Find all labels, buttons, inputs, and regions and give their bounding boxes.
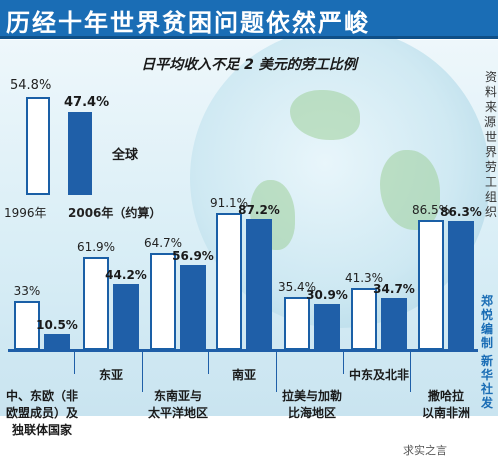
page-title: 历经十年世界贫困问题依然严峻 xyxy=(6,9,370,37)
category-label: 东亚 xyxy=(98,368,124,382)
legend-bar-2006 xyxy=(68,112,92,195)
watermark: 求实之言 xyxy=(398,441,452,459)
value-label-2006: 87.2% xyxy=(238,203,280,218)
x-axis-line xyxy=(8,349,478,352)
category-divider xyxy=(208,352,209,374)
bar-2006 xyxy=(381,297,407,350)
category-label: 中东及北非 xyxy=(348,368,410,382)
bar-2006 xyxy=(44,334,70,350)
category-label: 中、东欧（非 欧盟成员）及 独联体国家 xyxy=(5,389,79,437)
legend-1996-label: 1996年 xyxy=(4,206,47,220)
continent-shape xyxy=(290,90,360,140)
bar-2006 xyxy=(314,303,340,350)
bar-2006 xyxy=(180,264,206,350)
source-note: 资料来源：世界劳工组织 xyxy=(484,70,498,219)
legend-global-2006-value: 47.4% xyxy=(64,95,110,110)
value-label-2006: 10.5% xyxy=(36,318,78,333)
category-label: 东南亚与 太平洋地区 xyxy=(147,389,209,420)
value-label-1996: 33% xyxy=(13,283,41,298)
value-label-2006: 44.2% xyxy=(105,267,147,282)
editor-credit: 郑悦编制 xyxy=(480,294,493,350)
legend-global-1996-value: 54.8% xyxy=(10,78,52,93)
value-label-2006: 34.7% xyxy=(373,281,415,296)
category-divider xyxy=(142,352,143,392)
bar-1996 xyxy=(150,252,176,350)
legend-bar-1996 xyxy=(26,97,50,195)
category-divider xyxy=(74,352,75,374)
value-label-2006: 56.9% xyxy=(172,248,214,263)
category-divider xyxy=(276,352,277,392)
value-label-1996: 61.9% xyxy=(76,240,116,255)
category-divider xyxy=(410,352,411,392)
value-label-2006: 86.3% xyxy=(440,204,482,219)
bar-1996 xyxy=(14,300,40,350)
bar-1996 xyxy=(351,288,377,350)
value-label-1996: 86.5% xyxy=(411,203,451,218)
category-divider xyxy=(343,352,344,374)
category-label: 南亚 xyxy=(231,368,257,382)
category-label: 撒哈拉 以南非洲 xyxy=(421,389,471,420)
value-label-1996: 64.7% xyxy=(143,235,183,250)
bar-1996 xyxy=(216,213,242,350)
value-label-1996: 35.4% xyxy=(277,279,317,294)
value-label-1996: 41.3% xyxy=(344,271,384,286)
bar-1996 xyxy=(284,296,310,350)
bar-2006 xyxy=(113,283,139,350)
bar-2006 xyxy=(448,220,474,350)
agency-credit: 新华社发 xyxy=(480,354,493,410)
bar-1996 xyxy=(83,257,109,350)
bar-2006 xyxy=(246,219,272,350)
value-label-2006: 30.9% xyxy=(306,287,348,302)
category-label: 拉美与加勒 比海地区 xyxy=(281,389,343,420)
legend-2006-label: 2006年（约算） xyxy=(68,206,162,220)
continent-shape xyxy=(380,150,440,230)
legend-global-label: 全球 xyxy=(112,148,139,163)
chart-subtitle: 日平均收入不足 2 美元的劳工比例 xyxy=(141,57,357,73)
bar-1996 xyxy=(418,220,444,350)
title-bar: 历经十年世界贫困问题依然严峻 xyxy=(0,0,498,39)
value-label-1996: 91.1% xyxy=(209,196,249,211)
